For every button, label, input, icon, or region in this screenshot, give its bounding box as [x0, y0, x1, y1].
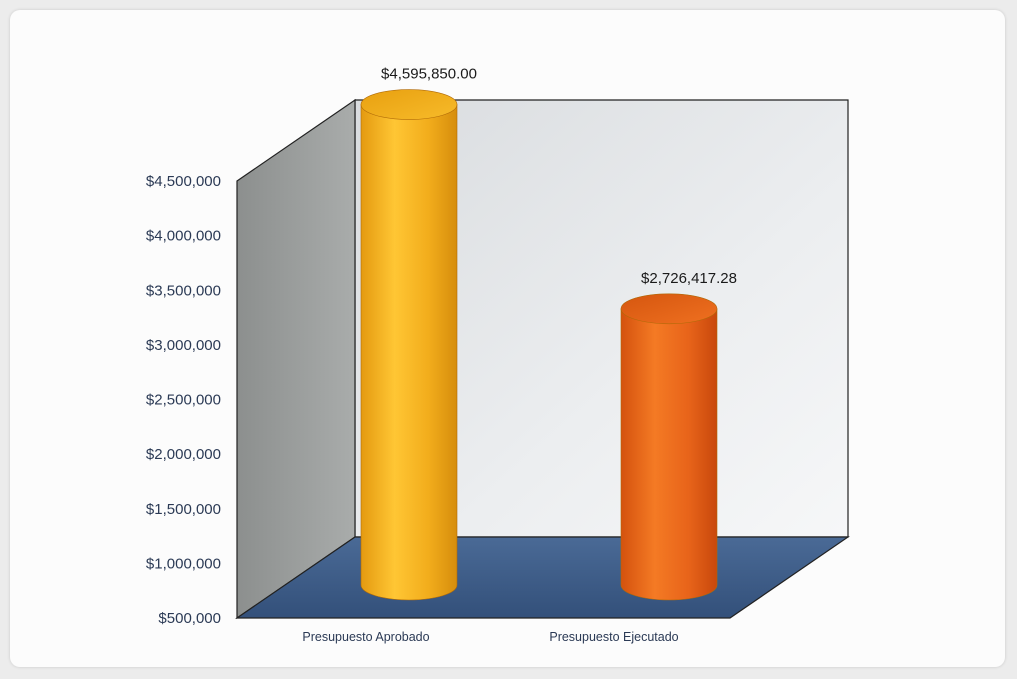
bar-top — [360, 89, 458, 120]
x-category-label: Presupuesto Aprobado — [302, 630, 429, 644]
bar-0: $4,595,850.00 — [360, 66, 477, 601]
x-category-label: Presupuesto Ejecutado — [549, 630, 678, 644]
bar-body — [620, 308, 718, 601]
y-tick-label: $1,000,000 — [146, 555, 221, 572]
data-label: $4,595,850.00 — [381, 66, 477, 83]
bar-body — [360, 104, 458, 601]
y-tick-label: $4,500,000 — [146, 173, 221, 190]
chart-card: $500,000 $1,000,000 $1,500,000 $2,000,000 $2… — [10, 10, 1005, 667]
y-tick-label: $3,000,000 — [146, 337, 221, 354]
bars: $4,595,850.00 $2,726,417.28 — [360, 66, 737, 601]
y-axis: $500,000 $1,000,000 $1,500,000 $2,000,000 $2… — [146, 173, 221, 627]
y-tick-label: $2,000,000 — [146, 446, 221, 463]
bar-top — [620, 293, 718, 325]
y-tick-label: $3,500,000 — [146, 282, 221, 299]
y-tick-label: $2,500,000 — [146, 392, 221, 409]
y-tick-label: $500,000 — [158, 610, 221, 627]
y-tick-label: $4,000,000 — [146, 228, 221, 245]
side-wall — [236, 98, 356, 620]
bar-1: $2,726,417.28 — [620, 270, 737, 601]
data-label: $2,726,417.28 — [641, 270, 737, 287]
x-axis: Presupuesto Aprobado Presupuesto Ejecutad… — [302, 630, 678, 644]
budget-chart: $500,000 $1,000,000 $1,500,000 $2,000,000 $2… — [146, 66, 850, 644]
y-tick-label: $1,500,000 — [146, 501, 221, 518]
